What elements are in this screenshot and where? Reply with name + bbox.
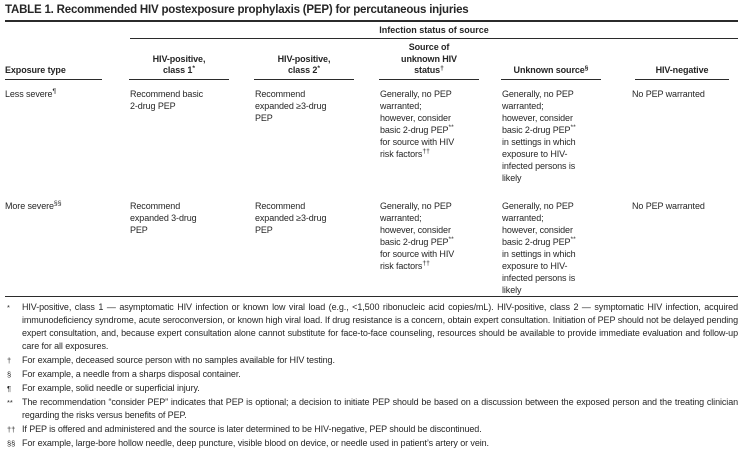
col-header-hiv-positive-class2: HIV-positive, class 2* (254, 39, 380, 80)
footnote-ref: ** (570, 236, 576, 243)
footnote-ref: †† (422, 260, 430, 267)
footnote-ref: †† (422, 148, 430, 155)
footnotes: * HIV-positive, class 1 — asymptomatic HI… (5, 301, 738, 450)
cell-less-severe-hiv2: Recommend expanded ≥3-drug PEP (255, 88, 327, 123)
spanner-infection-status: Infection status of source (130, 22, 738, 39)
footnote-ref: § (584, 64, 589, 72)
footnote-ref: * (317, 64, 320, 72)
footnote-asterisk: * HIV-positive, class 1 — asymptomatic HI… (5, 301, 738, 353)
cell-more-severe-unknown-source: Generally, no PEP warranted; however, co… (502, 192, 632, 296)
table-row-less-severe: Less severe¶ Recommend basic 2-drug PEP … (5, 80, 738, 192)
col-header-label: Source of unknown HIV status (401, 42, 457, 75)
cell-text: in settings in which exposure to HIV- in… (502, 248, 576, 295)
title-rule (5, 20, 738, 22)
cell-text: Generally, no PEP warranted; however, co… (380, 88, 452, 135)
footnote-ref: * (192, 64, 195, 72)
footnote-double-dagger: †† If PEP is offered and administered and… (5, 423, 738, 436)
cell-more-severe-hiv1: Recommend expanded 3-drug PEP (130, 200, 197, 235)
cell-exposure-less-severe: Less severe¶ (5, 80, 130, 192)
table-row-more-severe: More severe§§ Recommend expanded 3-drug … (5, 192, 738, 296)
footnote-section: § For example, a needle from a sharps dis… (5, 368, 738, 381)
footnote-ref: §§ (53, 200, 62, 207)
footnote-rule (5, 295, 738, 297)
cell-text: for source with HIV risk factors (380, 136, 455, 159)
footnote-marker: § (7, 369, 12, 379)
footnote-marker: §§ (7, 438, 16, 448)
col-header-label: HIV-negative (655, 65, 709, 75)
footnote-ref: † (440, 64, 444, 72)
cell-text: for source with HIV risk factors (380, 248, 455, 271)
cell-exposure-more-severe: More severe§§ (5, 192, 130, 296)
footnote-text: HIV-positive, class 1 — asymptomatic HIV… (22, 301, 738, 351)
footnote-dagger: † For example, deceased source person wit… (5, 354, 738, 367)
footnote-double-section: §§ For example, large-bore hollow needle,… (5, 437, 738, 450)
footnote-text: The recommendation “consider PEP” indica… (22, 396, 738, 420)
footnote-ref: ** (570, 124, 576, 131)
header-spacer (5, 22, 130, 39)
footnote-pilcrow: ¶ For example, solid needle or superficia… (5, 382, 738, 395)
footnote-text: For example, deceased source person with… (22, 354, 335, 365)
cell-less-severe-unknown-source: Generally, no PEP warranted; however, co… (502, 80, 632, 192)
col-header-label: Exposure type (5, 65, 66, 75)
col-header-label: HIV-positive, class 1 (152, 53, 206, 76)
col-header-unknown-source: Unknown source§ (501, 39, 632, 80)
cell-more-severe-hiv2: Recommend expanded ≥3-drug PEP (255, 200, 327, 235)
cell-text: Generally, no PEP warranted; however, co… (380, 200, 452, 247)
cell-less-severe-hiv-negative: No PEP warranted (632, 88, 705, 99)
cell-less-severe-unknown-status: Generally, no PEP warranted; however, co… (380, 80, 502, 192)
col-header-unknown-hiv-status: Source of unknown HIV status† (379, 39, 502, 80)
footnote-text: For example, solid needle or superficial… (22, 382, 200, 393)
col-header-hiv-negative: HIV-negative (632, 39, 738, 80)
cell-more-severe-unknown-status: Generally, no PEP warranted; however, co… (380, 192, 502, 296)
cell-text: in settings in which exposure to HIV- in… (502, 136, 576, 183)
col-header-hiv-positive-class1: HIV-positive, class 1* (129, 39, 255, 80)
cell-text: Generally, no PEP warranted; however, co… (502, 88, 574, 135)
cell-text: Generally, no PEP warranted; however, co… (502, 200, 574, 247)
cell-less-severe-hiv1: Recommend basic 2-drug PEP (130, 88, 204, 111)
table-title: TABLE 1. Recommended HIV postexposure pr… (5, 4, 469, 16)
footnote-text: For example, large-bore hollow needle, d… (22, 437, 489, 448)
footnote-ref: ¶ (52, 88, 57, 95)
footnote-marker: * (7, 302, 10, 312)
row-label: More severe (5, 200, 54, 211)
footnote-marker: †† (7, 424, 16, 434)
col-header-label: HIV-positive, class 2 (277, 53, 331, 76)
col-header-exposure-type: Exposure type (5, 39, 130, 80)
footnote-marker: † (7, 355, 12, 365)
footnote-ref: ** (448, 236, 454, 243)
row-label: Less severe (5, 88, 53, 99)
col-header-label: Unknown source (513, 65, 585, 75)
cell-more-severe-hiv-negative: No PEP warranted (632, 200, 705, 211)
footnote-ref: ** (448, 124, 454, 131)
table-header: Infection status of source Exposure type… (5, 22, 738, 80)
footnote-marker: ¶ (7, 383, 12, 393)
footnote-text: For example, a needle from a sharps disp… (22, 368, 241, 379)
footnote-marker: ** (7, 397, 13, 407)
footnote-double-asterisk: ** The recommendation “consider PEP” indi… (5, 396, 738, 422)
footnote-text: If PEP is offered and administered and t… (22, 423, 482, 434)
